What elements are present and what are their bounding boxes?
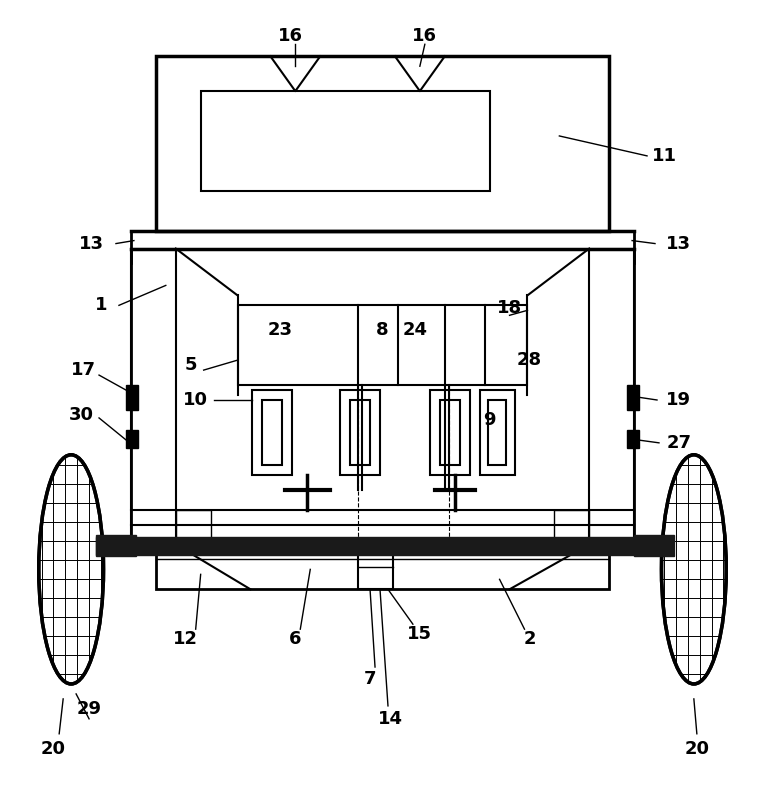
Text: 23: 23 [268,321,293,340]
Text: 28: 28 [517,351,542,369]
Text: 11: 11 [652,147,676,165]
Text: 16: 16 [278,27,303,45]
Text: 6: 6 [289,630,301,648]
Bar [627,385,639,410]
Bar [340,390,380,475]
Bar [237,305,528,385]
Bar [358,555,393,589]
Bar [252,390,292,475]
Text: 17: 17 [70,361,96,379]
Bar [156,544,609,589]
Bar [589,249,634,544]
Text: 29: 29 [76,700,102,718]
Text: 15: 15 [408,625,432,643]
Bar [96,537,669,556]
Text: 8: 8 [376,321,389,340]
Bar [156,57,609,230]
Text: 13: 13 [79,234,103,253]
Bar [555,509,589,544]
Bar [480,390,515,475]
Text: 16: 16 [412,27,438,45]
Text: 30: 30 [69,406,93,424]
Bar [350,400,370,465]
Bar [262,400,282,465]
Text: 5: 5 [184,356,197,374]
Bar [131,249,634,540]
Text: 9: 9 [483,411,496,429]
Bar [634,535,674,556]
Text: 14: 14 [377,710,402,728]
Text: 24: 24 [402,321,428,340]
Text: 20: 20 [41,740,66,758]
Bar [126,430,138,448]
Bar [131,249,176,544]
Text: 18: 18 [497,300,522,317]
Text: 10: 10 [183,391,208,409]
Bar [96,535,136,556]
Text: 27: 27 [666,434,692,452]
Bar [440,400,460,465]
Bar [430,390,470,475]
Bar [200,91,490,190]
Bar [126,385,138,410]
Text: 1: 1 [95,296,107,314]
Text: 20: 20 [685,740,709,758]
Text: 2: 2 [523,630,535,648]
Ellipse shape [662,455,726,684]
Bar [176,509,210,544]
Text: 12: 12 [173,630,198,648]
Bar [487,400,506,465]
Text: 7: 7 [364,670,376,688]
Bar [627,430,639,448]
Ellipse shape [39,455,103,684]
Text: 19: 19 [666,391,692,409]
Text: 13: 13 [666,234,692,253]
